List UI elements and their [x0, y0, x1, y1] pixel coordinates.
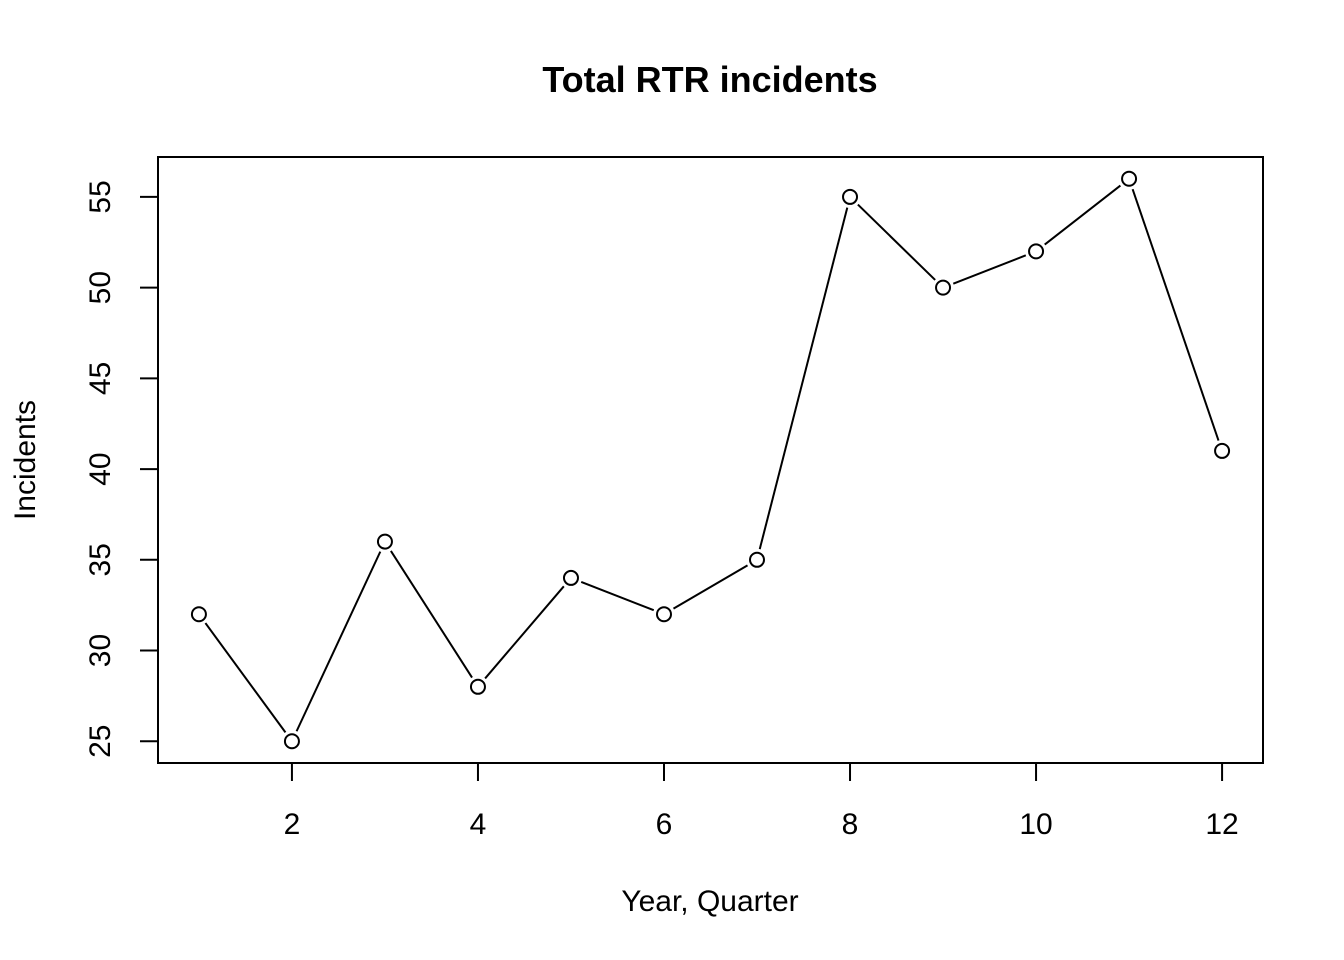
- y-axis: 25 30 35 40 45 50 55: [84, 180, 159, 758]
- y-tick-label: 50: [84, 271, 117, 304]
- data-point: [376, 533, 393, 550]
- y-tick-label: 40: [84, 452, 117, 485]
- x-tick-label: 12: [1205, 808, 1238, 841]
- y-tick-label: 35: [84, 543, 117, 576]
- series-line-segment: [204, 622, 287, 733]
- x-tick-label: 10: [1019, 808, 1052, 841]
- x-tick-label: 6: [656, 808, 673, 841]
- series-line-segment: [758, 207, 849, 550]
- x-tick-label: 8: [842, 808, 859, 841]
- data-point: [190, 606, 207, 623]
- y-tick-label: 25: [84, 725, 117, 758]
- data-point: [842, 188, 859, 205]
- data-point: [283, 733, 300, 750]
- series-line-segment: [580, 581, 655, 612]
- data-point: [1028, 243, 1045, 260]
- data-point: [469, 678, 486, 695]
- series-line-segment: [295, 551, 382, 732]
- series-line-segment: [952, 254, 1027, 285]
- x-tick-label: 2: [284, 808, 301, 841]
- x-axis: 2 4 6 8 10 12: [284, 762, 1239, 841]
- y-tick-label: 55: [84, 180, 117, 213]
- series-line-segment: [857, 203, 936, 281]
- series-line-segment: [484, 585, 565, 680]
- series-line-segment: [1131, 188, 1220, 441]
- data-point: [562, 569, 579, 586]
- data-point: [749, 551, 766, 568]
- y-axis-label: Incidents: [9, 400, 42, 520]
- y-tick-label: 30: [84, 634, 117, 667]
- x-axis-label: Year, Quarter: [621, 885, 798, 918]
- data-point: [935, 279, 952, 296]
- series-line-segment: [390, 550, 473, 679]
- series-group: [190, 170, 1231, 750]
- series-line-segment: [672, 564, 749, 610]
- data-point: [655, 606, 672, 623]
- y-tick-label: 45: [84, 362, 117, 395]
- data-point: [1214, 442, 1231, 459]
- x-tick-label: 4: [470, 808, 487, 841]
- data-point: [1121, 170, 1138, 187]
- series-line-segment: [1044, 184, 1122, 246]
- chart-title: Total RTR incidents: [542, 59, 877, 100]
